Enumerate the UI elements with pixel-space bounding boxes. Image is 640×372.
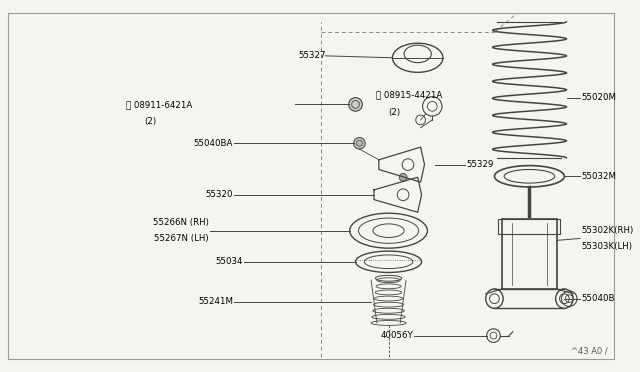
Text: 55320: 55320: [205, 190, 233, 199]
Circle shape: [399, 173, 407, 181]
Text: (2): (2): [388, 108, 401, 117]
Text: (2): (2): [144, 118, 156, 126]
Text: 55303K(LH): 55303K(LH): [581, 242, 632, 251]
Text: Ⓝ 08911-6421A: Ⓝ 08911-6421A: [126, 100, 193, 109]
Circle shape: [349, 97, 362, 111]
Text: 55329: 55329: [467, 160, 493, 169]
Text: 55034: 55034: [215, 257, 243, 266]
Text: 55040BA: 55040BA: [194, 139, 233, 148]
Text: Ⓥ 08915-4421A: Ⓥ 08915-4421A: [376, 90, 442, 99]
Text: 55327: 55327: [298, 51, 325, 60]
Text: 55020M: 55020M: [581, 93, 616, 102]
Text: 55032M: 55032M: [581, 172, 616, 181]
Circle shape: [353, 137, 365, 149]
Text: 55040B: 55040B: [581, 294, 614, 303]
Text: 55241M: 55241M: [198, 297, 233, 306]
Text: ^43 A0 /: ^43 A0 /: [572, 346, 608, 355]
Text: 55302K(RH): 55302K(RH): [581, 226, 633, 235]
Text: 55267N (LH): 55267N (LH): [154, 234, 209, 243]
Bar: [502, 219, 557, 289]
Text: 55266N (RH): 55266N (RH): [153, 218, 209, 227]
Bar: [499, 219, 561, 234]
Text: 40056Y: 40056Y: [380, 331, 413, 340]
